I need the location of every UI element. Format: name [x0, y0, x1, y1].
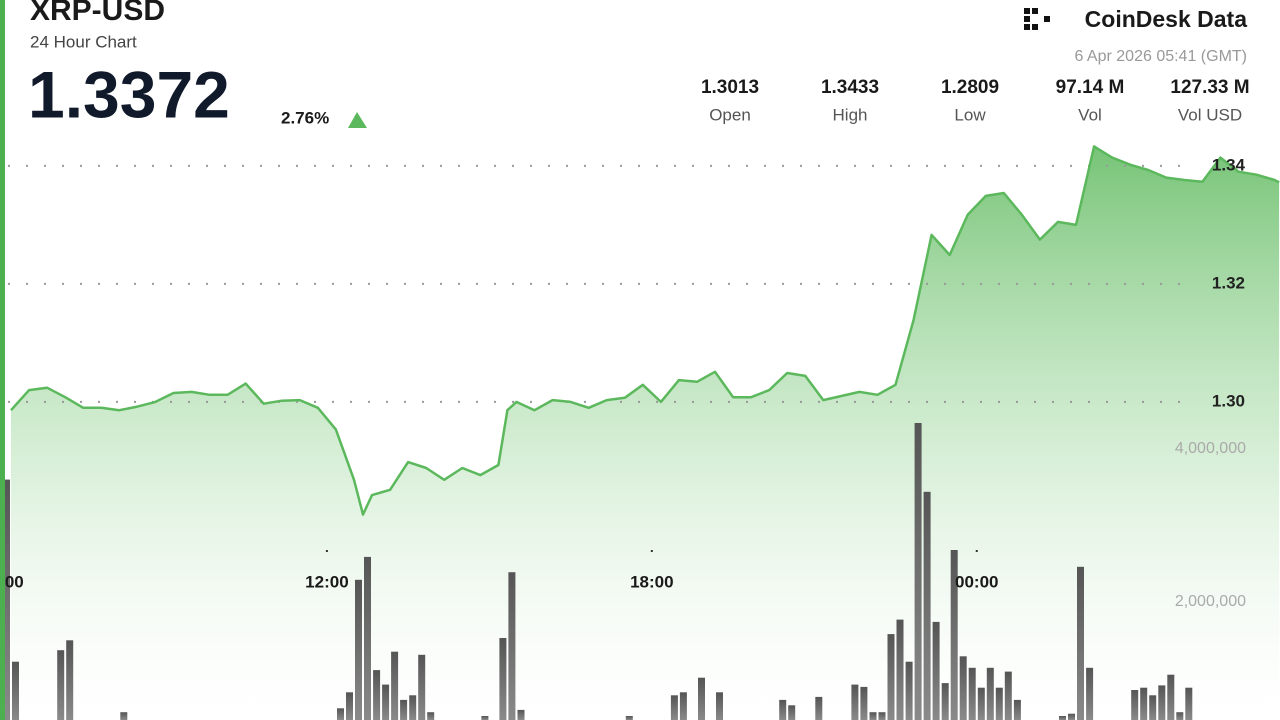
volume-bar [517, 709, 525, 720]
area-fill [11, 146, 1280, 720]
volume-bar [400, 699, 408, 720]
current-price: 1.3372 [28, 57, 230, 131]
volume-bar [959, 656, 967, 720]
volume-bar [869, 712, 877, 720]
volume-bar [391, 651, 399, 720]
logo [1024, 8, 1050, 30]
timestamp: 6 Apr 2026 05:41 (GMT) [1074, 48, 1247, 65]
volume-bar [120, 712, 128, 720]
stat-value: 1.3013 [701, 77, 759, 98]
x-tick-label: 06:00 [0, 572, 24, 591]
stat-value: 127.33 M [1170, 77, 1249, 98]
volume-bar [508, 572, 516, 720]
volume-bar [1167, 674, 1175, 720]
volume-bar [625, 716, 633, 720]
volume-bar [878, 712, 886, 720]
volume-bar [914, 423, 922, 720]
volume-bar [670, 695, 678, 720]
y-tick-label: 1.34 [1212, 155, 1246, 174]
volume-bar [409, 695, 417, 720]
x-tick-label: 18:00 [630, 572, 673, 591]
stat-label: High [833, 105, 868, 124]
stats: 1.3013 Open 1.3433 High 1.2809 Low 97.14 M Vol 1… [701, 77, 1250, 124]
chart-title: XRP-USD [30, 0, 165, 27]
stat-label: Vol USD [1178, 105, 1242, 124]
volume-bar [815, 696, 823, 720]
volume-bar [896, 619, 904, 720]
volume-bar [57, 650, 65, 720]
volume-bar [851, 684, 859, 720]
volume-bar [373, 670, 381, 720]
volume-bar [1185, 687, 1193, 720]
volume-bar [950, 550, 958, 720]
volume-bar [788, 705, 796, 720]
volume-bar [3, 479, 10, 720]
volume-bar [923, 491, 931, 720]
volume-bar [1013, 699, 1021, 720]
stat-label: Open [709, 105, 751, 124]
volume-bar [905, 661, 913, 720]
volume-bar [1077, 566, 1084, 720]
volume-bar [1059, 716, 1066, 720]
volume-bar [499, 638, 507, 720]
volume-bar [66, 640, 74, 720]
volume-bar [1004, 671, 1012, 720]
volume-bar [418, 654, 426, 720]
chart-subtitle: 24 Hour Chart [30, 32, 137, 51]
volume-bar [698, 677, 705, 720]
volume-bar [1176, 712, 1184, 720]
stat-value: 97.14 M [1056, 77, 1125, 98]
volume-bar [932, 621, 940, 720]
volume-bar [679, 692, 687, 720]
stat-value: 1.3433 [821, 77, 879, 98]
plot-area: 1.30 1.32 1.34 2,000,000 4,000,000 06:00 12:00… [0, 145, 1280, 720]
accent-bar [0, 0, 5, 720]
change-percent: 2.76% [281, 108, 329, 127]
y-tick-label: 1.30 [1212, 391, 1245, 410]
volume-bar [346, 692, 353, 720]
x-tick-label: 12:00 [305, 572, 348, 591]
volume-bar [941, 683, 949, 720]
volume-bar [968, 667, 976, 720]
volume-bar [355, 579, 362, 720]
up-arrow [348, 112, 367, 128]
volume-bar [337, 708, 344, 720]
volume-bar [986, 667, 994, 720]
volume-bar [1086, 667, 1094, 720]
y2-tick-label: 2,000,000 [1175, 593, 1246, 610]
volume-bar [716, 692, 723, 720]
stat-label: Low [954, 105, 986, 124]
volume-bar [887, 634, 895, 720]
volume-bar [995, 687, 1003, 720]
volume-bar [779, 699, 787, 720]
y-tick-label: 1.32 [1212, 273, 1245, 292]
y2-tick-label: 4,000,000 [1175, 440, 1246, 457]
volume-bar [1068, 713, 1075, 720]
volume-bar [382, 684, 390, 720]
stat-value: 1.2809 [941, 77, 999, 98]
volume-bar [12, 661, 19, 720]
volume-bar [1131, 690, 1139, 720]
volume-bar [427, 712, 435, 720]
volume-bar [1140, 687, 1148, 720]
volume-bar [1158, 685, 1166, 720]
source-logo-text: CoinDesk Data [1085, 6, 1248, 32]
volume-bar [481, 716, 489, 720]
price-line [10, 145, 1280, 516]
volume-bar [977, 687, 985, 720]
volume-bar [1149, 695, 1157, 720]
x-tick-label: 00:00 [955, 572, 998, 591]
stat-label: Vol [1078, 105, 1102, 124]
volume-bar [860, 686, 868, 720]
volume-bar [364, 556, 371, 720]
